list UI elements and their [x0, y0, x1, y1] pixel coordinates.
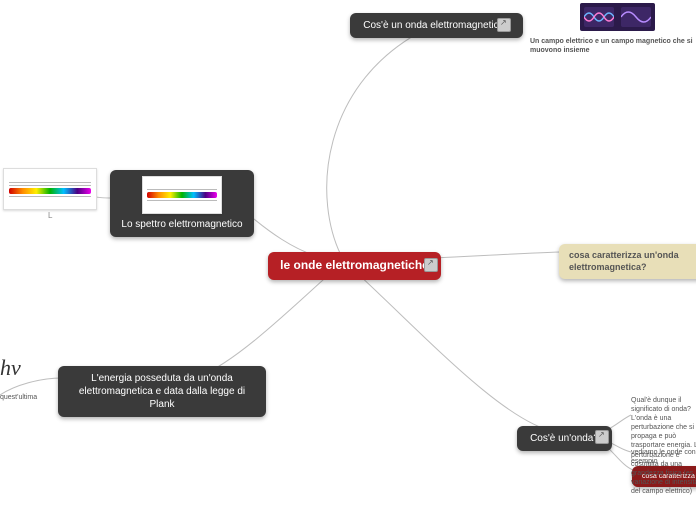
thumb-wave [580, 3, 655, 31]
node-label: Cos'è un onda elettromagnetica? [360, 19, 513, 32]
note-text: Un campo elettrico e un campo magnetico … [530, 37, 696, 55]
node-spettro[interactable]: Lo spettro elettromagnetico [110, 170, 254, 237]
node-caratt[interactable]: cosa caratterizza un'onda elettromagneti… [559, 244, 696, 279]
node-label: L'energia posseduta da un'onda elettroma… [68, 372, 256, 411]
note-text: quest'ultima [0, 393, 40, 402]
note-text: Qual'è dunque il significato di onda? L'… [631, 396, 696, 496]
link-icon[interactable] [497, 18, 511, 32]
node-energia[interactable]: L'energia posseduta da un'onda elettroma… [58, 366, 266, 417]
link-icon[interactable] [424, 258, 438, 272]
thumb-label-L: L [48, 211, 52, 220]
link-icon[interactable] [595, 430, 609, 444]
node-label: cosa caratterizza un'onda elettromagneti… [569, 250, 696, 273]
node-label: Cos'è un'onda? [527, 432, 602, 445]
formula-plank: hν [0, 355, 21, 381]
node-label: Lo spettro elettromagnetico [120, 218, 244, 231]
thumb-spectrum-large [3, 168, 97, 210]
note-text: vediamo le onde con un esempio [631, 448, 696, 466]
node-center[interactable]: le onde elettromagnetiche [268, 252, 441, 280]
